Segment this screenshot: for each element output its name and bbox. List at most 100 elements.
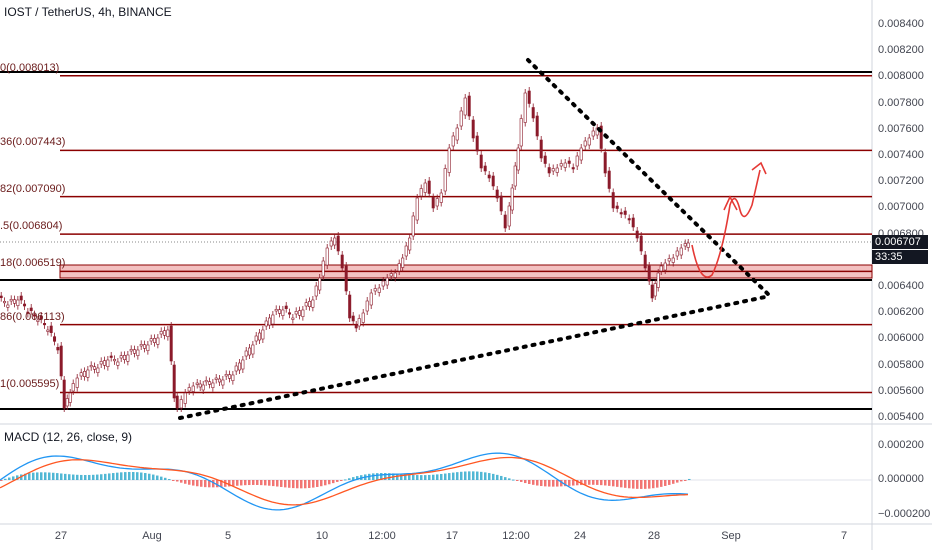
candle-body bbox=[123, 355, 127, 360]
macd-histogram-bar bbox=[376, 473, 379, 480]
candle-body bbox=[23, 303, 27, 307]
macd-histogram-bar bbox=[316, 480, 319, 487]
price-tick-label: 0.007400 bbox=[878, 149, 924, 161]
macd-histogram-bar bbox=[244, 480, 247, 486]
candle-body bbox=[483, 165, 487, 172]
macd-histogram-bar bbox=[152, 474, 155, 480]
candle-body bbox=[451, 135, 455, 147]
candle-body bbox=[231, 374, 235, 381]
macd-histogram-bar bbox=[492, 473, 495, 480]
macd-histogram-bar bbox=[56, 473, 59, 480]
macd-histogram-bar bbox=[288, 480, 291, 488]
candle-body bbox=[238, 362, 242, 371]
candle-body bbox=[539, 139, 543, 159]
candle-body bbox=[96, 367, 100, 373]
candle-body bbox=[278, 309, 282, 314]
macd-histogram-bar bbox=[104, 473, 107, 480]
candle-body bbox=[99, 361, 103, 365]
macd-histogram-bar bbox=[348, 478, 351, 480]
candle-body bbox=[686, 242, 690, 248]
candle-body bbox=[507, 205, 511, 227]
time-tick-label: 5 bbox=[224, 530, 232, 542]
macd-histogram-bar bbox=[344, 479, 347, 481]
time-tick-label: 17 bbox=[445, 530, 459, 542]
candle-body bbox=[340, 254, 344, 269]
macd-histogram-bar bbox=[44, 472, 47, 480]
macd-histogram-bar bbox=[16, 475, 19, 480]
candle-body bbox=[53, 336, 57, 342]
projection-arrow-head-mid bbox=[723, 195, 738, 211]
macd-histogram-bar bbox=[648, 480, 651, 489]
candle-body bbox=[348, 294, 352, 319]
candle-body bbox=[503, 214, 507, 229]
candle-body bbox=[36, 319, 40, 322]
candle-body bbox=[357, 318, 361, 327]
macd-histogram-bar bbox=[120, 472, 123, 480]
candle-body bbox=[463, 97, 467, 116]
candle-body bbox=[56, 347, 60, 351]
macd-histogram-bar bbox=[72, 474, 75, 480]
candle-body bbox=[139, 344, 143, 347]
macd-histogram-bar bbox=[108, 473, 111, 480]
candle-body bbox=[671, 257, 675, 263]
macd-histogram-bar bbox=[640, 480, 643, 489]
candle-body bbox=[559, 163, 563, 167]
chart-title: IOST / TetherUS, 4h, BINANCE bbox=[4, 5, 172, 19]
fib-level-label: 82(0.007090) bbox=[0, 182, 66, 195]
candle-body bbox=[650, 284, 654, 299]
macd-histogram-bar bbox=[528, 480, 531, 485]
price-tick-label: 0.006000 bbox=[878, 332, 924, 345]
candle-body bbox=[106, 359, 110, 367]
price-tick-label: 0.006200 bbox=[878, 306, 924, 319]
candle-body bbox=[166, 329, 170, 337]
candle-body bbox=[214, 377, 218, 380]
candle-body bbox=[635, 230, 639, 239]
candle-body bbox=[579, 147, 583, 161]
candle-body bbox=[175, 395, 179, 409]
macd-histogram-bar bbox=[256, 480, 259, 485]
candle-body bbox=[459, 110, 463, 127]
macd-histogram-bar bbox=[160, 476, 163, 480]
candle-body bbox=[271, 314, 275, 325]
macd-histogram-bar bbox=[272, 480, 275, 487]
candle-body bbox=[79, 372, 83, 377]
macd-histogram-bar bbox=[600, 480, 603, 486]
macd-histogram-bar bbox=[276, 480, 279, 487]
macd-histogram-bar bbox=[480, 471, 483, 480]
macd-tick-label: 0.000200 bbox=[878, 439, 924, 451]
candle-body bbox=[659, 265, 663, 272]
macd-histogram-bar bbox=[260, 480, 263, 486]
macd-histogram-bar bbox=[136, 472, 139, 480]
macd-histogram-bar bbox=[156, 475, 159, 480]
macd-histogram-bar bbox=[36, 472, 39, 480]
macd-histogram-bar bbox=[592, 480, 595, 485]
candle-body bbox=[408, 237, 412, 251]
candle-body bbox=[510, 187, 514, 211]
candle-body bbox=[6, 304, 10, 308]
macd-histogram-bar bbox=[68, 474, 71, 480]
macd-indicator-title[interactable]: MACD (12, 26, close, 9) bbox=[4, 430, 133, 444]
descending-trendline bbox=[526, 58, 772, 298]
macd-histogram-bar bbox=[328, 480, 331, 485]
candle-body bbox=[535, 115, 539, 137]
candle-body bbox=[83, 371, 87, 377]
candle-body bbox=[93, 366, 97, 370]
macd-histogram-bar bbox=[464, 471, 467, 480]
candle-body bbox=[172, 364, 176, 399]
macd-histogram-bar bbox=[420, 475, 423, 480]
macd-histogram-bar bbox=[448, 473, 451, 480]
candle-body bbox=[647, 265, 651, 282]
candle-body bbox=[361, 312, 365, 323]
macd-histogram-bar bbox=[40, 472, 43, 480]
macd-histogram-bar bbox=[684, 480, 687, 481]
macd-histogram-bar bbox=[636, 480, 639, 489]
candle-body bbox=[401, 257, 405, 268]
candle-body bbox=[264, 320, 268, 327]
price-tick-label: 0.007800 bbox=[878, 96, 924, 109]
candle-body bbox=[487, 174, 491, 179]
candle-body bbox=[86, 369, 90, 378]
candle-body bbox=[619, 212, 623, 215]
macd-histogram-bar bbox=[28, 473, 31, 480]
